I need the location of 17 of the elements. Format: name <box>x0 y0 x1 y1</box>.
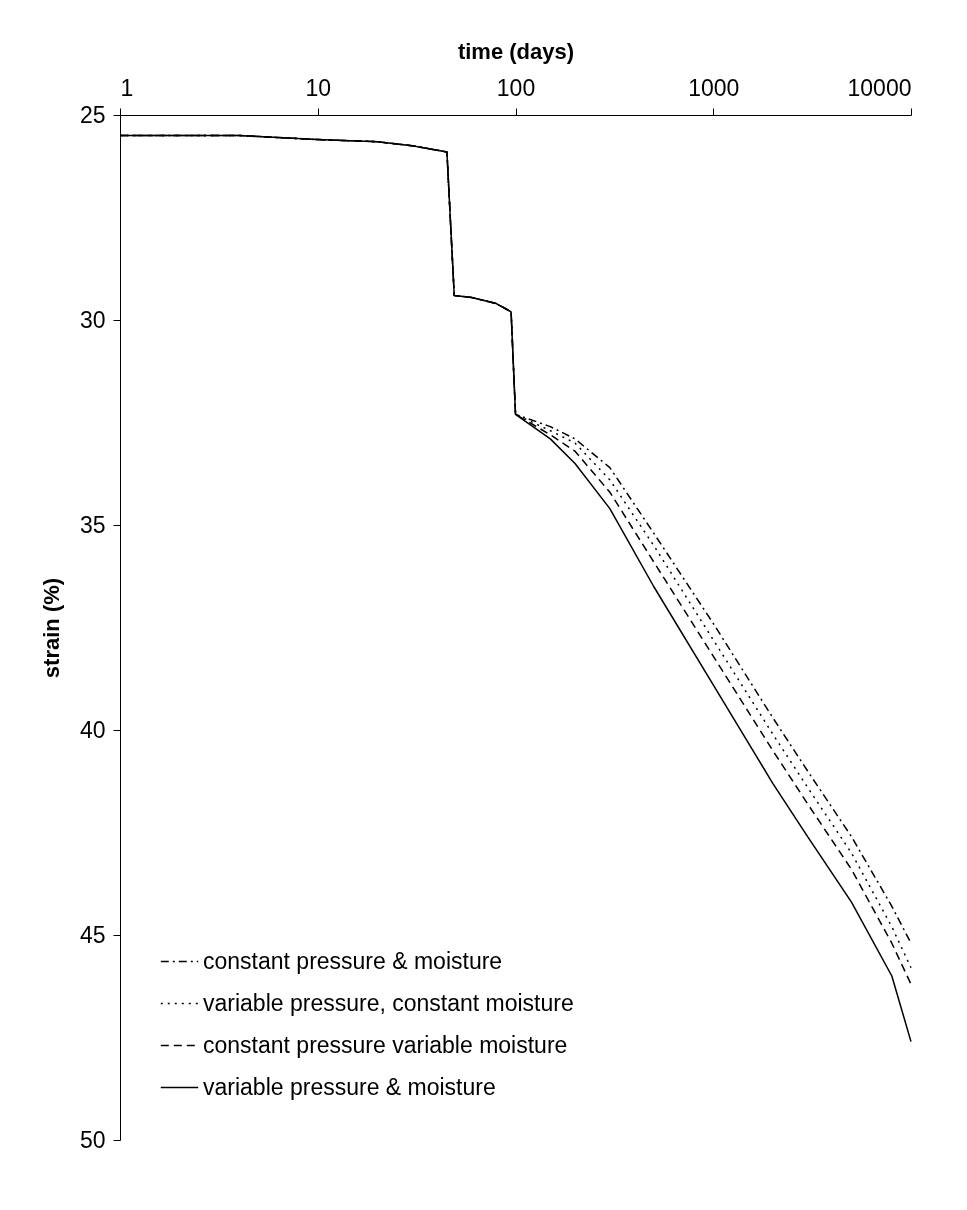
legend-label: constant pressure variable moisture <box>203 1031 568 1058</box>
y-tick-label: 25 <box>79 101 106 128</box>
legend-label: constant pressure & moisture <box>203 947 503 974</box>
legend-label: variable pressure & moisture <box>203 1073 496 1100</box>
x-tick-label: 1000 <box>688 74 740 101</box>
y-tick-label: 40 <box>79 716 106 743</box>
x-tick-label: 1 <box>120 74 134 101</box>
y-tick-label: 30 <box>79 306 106 333</box>
y-axis-title: strain (%) <box>38 577 64 679</box>
x-tick-label: 10000 <box>847 74 912 101</box>
y-tick-label: 50 <box>79 1126 106 1153</box>
legend-label: variable pressure, constant moisture <box>203 989 574 1016</box>
y-tick-label: 35 <box>79 511 106 538</box>
x-tick-label: 100 <box>496 74 536 101</box>
x-axis-title: time (days) <box>457 38 575 64</box>
x-tick-label: 10 <box>305 74 332 101</box>
y-tick-label: 45 <box>79 921 106 948</box>
